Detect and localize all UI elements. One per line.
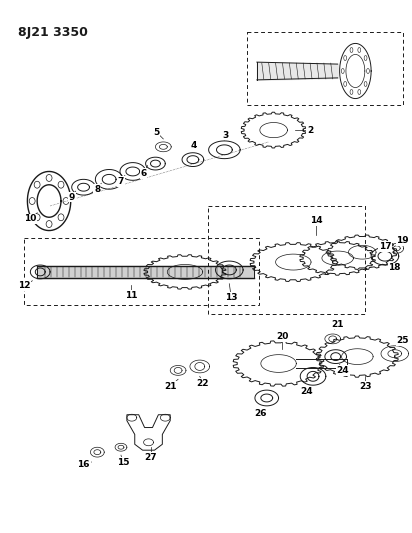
Text: 17: 17 <box>379 242 391 251</box>
Text: 19: 19 <box>396 236 409 245</box>
Bar <box>208 206 365 314</box>
Text: 8J21 3350: 8J21 3350 <box>18 26 87 39</box>
Text: 4: 4 <box>191 141 197 150</box>
Text: 25: 25 <box>396 336 409 345</box>
Text: 2: 2 <box>307 126 313 135</box>
Text: 9: 9 <box>68 192 75 201</box>
Text: 5: 5 <box>153 127 159 136</box>
Text: 27: 27 <box>144 453 157 462</box>
Text: 13: 13 <box>225 293 238 302</box>
Text: 21: 21 <box>331 320 344 329</box>
Text: 18: 18 <box>389 263 401 272</box>
Text: 14: 14 <box>310 216 322 225</box>
Text: 10: 10 <box>24 214 37 223</box>
Text: 21: 21 <box>164 382 176 391</box>
Text: 24: 24 <box>336 366 349 375</box>
Text: 12: 12 <box>18 281 31 290</box>
Text: 22: 22 <box>197 379 209 387</box>
Text: 20: 20 <box>276 333 289 342</box>
Text: 3: 3 <box>222 131 229 140</box>
Text: 26: 26 <box>255 409 267 418</box>
Text: 8: 8 <box>94 185 101 193</box>
Text: 23: 23 <box>359 382 372 391</box>
Bar <box>24 238 259 305</box>
Text: 24: 24 <box>300 386 312 395</box>
Text: 15: 15 <box>117 457 129 466</box>
Text: 6: 6 <box>140 169 147 178</box>
Bar <box>247 31 403 106</box>
Text: 11: 11 <box>124 291 137 300</box>
Text: 16: 16 <box>77 461 90 470</box>
Text: 7: 7 <box>118 177 124 186</box>
